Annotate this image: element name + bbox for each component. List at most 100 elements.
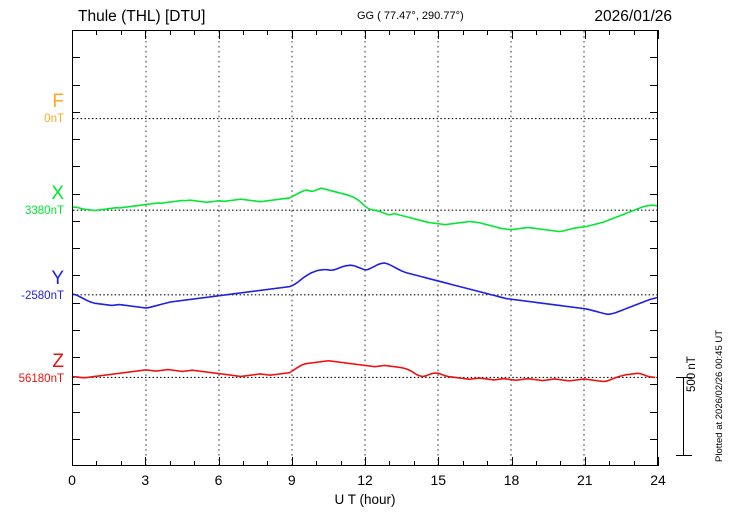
x-axis-tick-label: 6: [214, 472, 223, 488]
x-axis-tick: [389, 461, 391, 466]
x-axis-tick: [96, 461, 98, 466]
x-axis-tick: [365, 457, 366, 466]
x-axis-tick: [487, 461, 489, 466]
x-axis-tick-top: [365, 30, 366, 39]
x-axis-tick-label: 21: [576, 472, 593, 488]
x-axis-tick: [413, 461, 415, 466]
geographic-coordinates: GG ( 77.47°, 290.77°): [357, 10, 464, 22]
y-axis-tick-right: [650, 111, 658, 113]
y-axis-tick-right: [650, 139, 658, 140]
x-axis-tick-top: [194, 30, 196, 35]
y-axis-tick: [72, 275, 80, 277]
x-axis-tick: [633, 461, 635, 466]
x-axis-tick: [462, 461, 464, 466]
plot-frame: [72, 30, 658, 466]
x-axis-tick: [267, 461, 269, 466]
x-axis-tick-top: [389, 30, 391, 35]
y-axis-tick-right: [650, 411, 658, 413]
component-label-y: Y -2580nT: [21, 269, 64, 303]
y-axis-tick: [72, 139, 80, 140]
x-axis-tick: [169, 461, 171, 466]
x-axis-tick: [242, 461, 244, 466]
component-symbol: X: [51, 183, 64, 204]
y-axis-tick: [72, 166, 80, 168]
y-axis-tick-right: [650, 329, 658, 331]
x-axis-tick-top: [169, 30, 171, 35]
y-axis-tick: [72, 384, 80, 386]
x-axis-tick-label: 3: [141, 472, 150, 488]
component-baseline-value: 3380nT: [24, 205, 64, 217]
x-axis-tick: [535, 461, 537, 466]
component-symbol: Z: [52, 351, 64, 372]
y-axis-tick-right: [650, 275, 658, 277]
component-label-z: Z 56180nT: [19, 352, 64, 386]
y-axis-tick-right: [650, 166, 658, 168]
x-axis-tick: [291, 457, 293, 466]
x-axis-title: U T (hour): [334, 492, 396, 507]
x-axis-tick-top: [340, 30, 342, 35]
x-axis-tick: [609, 461, 611, 466]
x-axis-tick: [218, 457, 220, 466]
component-symbol: Y: [51, 268, 64, 289]
x-axis-tick-top: [145, 30, 147, 39]
component-baseline-value: -2580nT: [21, 290, 64, 302]
y-axis-tick-right: [650, 248, 658, 249]
x-axis-tick: [438, 457, 440, 466]
x-axis-tick-top: [487, 30, 489, 35]
x-axis-tick: [560, 461, 562, 466]
x-axis-tick: [511, 457, 513, 466]
x-axis-tick: [120, 461, 122, 466]
x-axis-tick: [340, 461, 342, 466]
y-axis-tick: [72, 411, 80, 413]
x-axis-tick: [194, 461, 196, 466]
y-axis-tick: [72, 438, 80, 440]
x-axis-tick-top: [584, 30, 586, 39]
component-label-f: F 0nT: [44, 92, 64, 126]
y-axis-tick-right: [650, 384, 658, 386]
x-axis-tick-top: [96, 30, 98, 35]
y-axis-tick-right: [650, 357, 658, 358]
x-axis-tick-top: [438, 30, 440, 39]
x-axis-tick-top: [633, 30, 635, 35]
y-axis-tick-right: [650, 84, 658, 86]
x-axis-tick-top: [511, 30, 513, 39]
x-axis-tick-top: [267, 30, 269, 35]
x-axis-tick-top: [120, 30, 122, 35]
y-axis-tick-right: [650, 302, 658, 304]
x-axis-tick-top: [609, 30, 611, 35]
component-baseline-value: 0nT: [44, 113, 64, 125]
trace-canvas: [73, 31, 657, 465]
x-axis-tick-top: [291, 30, 293, 39]
scale-bar-icon: [676, 377, 692, 456]
station-title: Thule (THL) [DTU]: [78, 8, 206, 25]
x-axis-tick-top: [535, 30, 537, 35]
scale-bar-label: 500 nT: [686, 356, 698, 392]
x-axis-tick: [316, 461, 318, 466]
y-axis-tick: [72, 220, 80, 222]
x-axis-tick-top: [413, 30, 415, 35]
component-baseline-value: 56180nT: [18, 373, 64, 385]
x-axis-tick-label: 12: [357, 472, 373, 488]
y-axis-tick-right: [650, 438, 658, 440]
y-axis-tick: [72, 357, 80, 358]
y-axis-tick: [72, 111, 80, 113]
x-axis-tick: [658, 457, 659, 466]
y-axis-tick: [72, 248, 80, 249]
x-axis-tick-label: 15: [430, 472, 447, 488]
x-axis-tick-top: [218, 30, 220, 39]
plotted-at-timestamp: Plotted at 2026/02/26 00:45 UT: [714, 329, 725, 462]
x-axis-tick: [584, 457, 586, 466]
x-axis-tick-top: [658, 30, 659, 39]
x-axis-tick-top: [242, 30, 244, 35]
y-axis-tick: [72, 302, 80, 304]
observation-date: 2026/01/26: [594, 8, 672, 25]
y-axis-tick: [72, 84, 80, 86]
y-axis-tick: [72, 329, 80, 331]
x-axis-tick-top: [72, 30, 73, 39]
y-axis-tick: [72, 193, 80, 195]
x-axis-tick: [72, 457, 73, 466]
plot-area: [73, 31, 657, 465]
y-axis-tick-right: [650, 57, 658, 59]
y-axis-tick-right: [650, 220, 658, 222]
